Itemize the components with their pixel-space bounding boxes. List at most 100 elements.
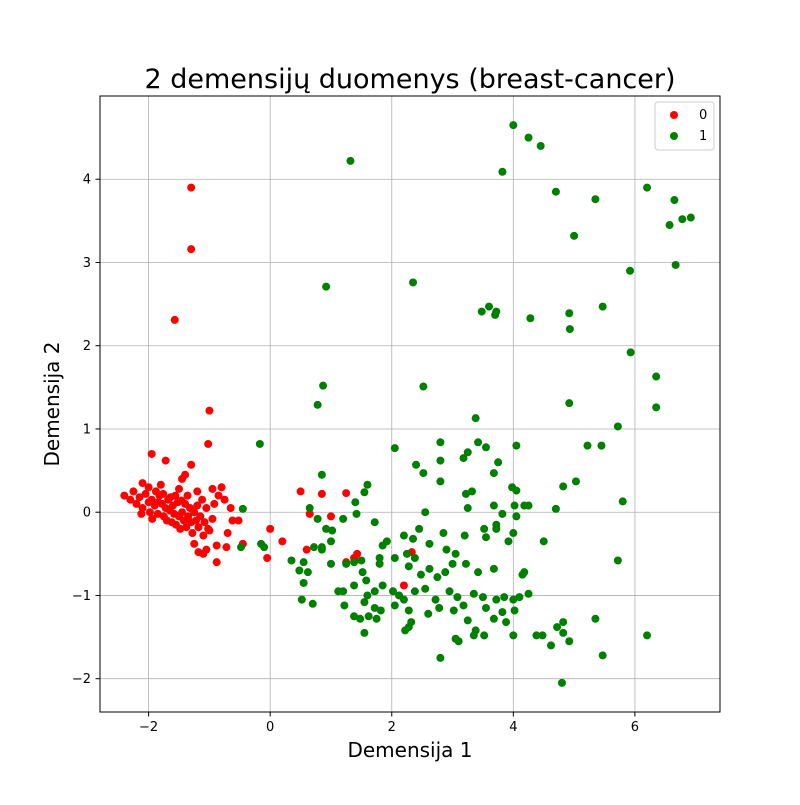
data-point-series-1 xyxy=(481,603,490,612)
legend-marker-0 xyxy=(670,111,678,119)
data-point-series-1 xyxy=(481,533,490,542)
data-point-series-1 xyxy=(478,593,487,602)
legend-marker-1 xyxy=(670,132,678,140)
data-point-series-1 xyxy=(342,559,351,568)
data-point-series-1 xyxy=(378,581,387,590)
data-point-series-1 xyxy=(643,183,652,192)
data-point-series-0 xyxy=(190,539,199,548)
data-point-series-1 xyxy=(591,614,600,623)
data-point-series-1 xyxy=(559,618,568,627)
data-point-series-1 xyxy=(436,438,445,447)
data-point-series-0 xyxy=(159,489,168,498)
data-point-series-1 xyxy=(305,504,314,513)
data-point-series-1 xyxy=(390,444,399,453)
data-point-series-0 xyxy=(151,487,160,496)
data-point-series-1 xyxy=(469,631,478,640)
data-point-series-0 xyxy=(212,541,221,550)
axis-ticks: −2 0 2 4 6 −2 −1 0 1 2 3 4 xyxy=(72,173,639,735)
data-point-series-1 xyxy=(328,526,337,535)
data-point-series-1 xyxy=(670,196,679,205)
x-tick-label: 2 xyxy=(388,720,396,735)
data-points xyxy=(120,121,695,687)
data-point-series-0 xyxy=(222,543,231,552)
data-point-series-1 xyxy=(598,302,607,311)
data-point-series-1 xyxy=(425,564,434,573)
data-point-series-0 xyxy=(147,449,156,458)
data-point-series-1 xyxy=(557,678,566,687)
data-point-series-1 xyxy=(326,559,335,568)
data-point-series-1 xyxy=(461,489,470,498)
data-point-series-1 xyxy=(463,448,472,457)
data-point-series-1 xyxy=(287,556,296,565)
data-point-series-1 xyxy=(510,501,519,510)
data-point-series-1 xyxy=(375,554,384,562)
data-point-series-1 xyxy=(299,558,308,567)
data-point-series-1 xyxy=(317,470,326,479)
data-point-series-0 xyxy=(208,514,217,523)
data-point-series-1 xyxy=(500,593,509,602)
data-point-series-1 xyxy=(370,518,379,527)
data-point-series-0 xyxy=(193,487,202,496)
data-point-series-1 xyxy=(415,524,424,533)
data-point-series-1 xyxy=(551,504,560,513)
data-point-series-0 xyxy=(199,531,208,540)
data-point-series-0 xyxy=(156,480,165,489)
data-point-series-1 xyxy=(643,631,652,640)
legend-label-1: 1 xyxy=(699,129,707,144)
data-point-series-1 xyxy=(352,509,361,518)
data-point-series-1 xyxy=(460,531,469,540)
data-point-series-1 xyxy=(237,543,246,552)
data-point-series-1 xyxy=(255,439,264,448)
data-point-series-0 xyxy=(177,496,186,505)
data-point-series-1 xyxy=(474,438,483,447)
data-point-series-0 xyxy=(193,501,202,510)
data-point-series-1 xyxy=(409,278,418,287)
data-point-series-1 xyxy=(498,608,507,617)
data-point-series-1 xyxy=(370,587,379,596)
data-point-series-1 xyxy=(489,501,498,510)
data-point-series-1 xyxy=(553,623,562,632)
data-point-series-1 xyxy=(390,554,399,562)
data-point-series-1 xyxy=(559,482,568,491)
data-point-series-1 xyxy=(419,382,428,391)
data-point-series-0 xyxy=(205,406,214,415)
data-point-series-0 xyxy=(196,512,205,521)
data-point-series-1 xyxy=(515,593,524,602)
data-point-series-1 xyxy=(526,314,535,323)
data-point-series-1 xyxy=(459,454,468,463)
data-point-series-0 xyxy=(263,554,272,562)
data-point-series-0 xyxy=(217,483,226,492)
y-tick-label: 3 xyxy=(83,256,91,271)
data-point-series-1 xyxy=(424,609,433,618)
data-point-series-0 xyxy=(135,493,144,502)
data-point-series-0 xyxy=(234,516,243,525)
data-point-series-1 xyxy=(518,570,527,579)
data-point-series-1 xyxy=(538,631,547,640)
data-point-series-1 xyxy=(372,614,381,623)
data-point-series-1 xyxy=(313,514,322,523)
data-point-series-1 xyxy=(404,606,413,615)
data-point-series-1 xyxy=(469,589,478,598)
data-point-series-1 xyxy=(297,595,306,604)
data-point-series-1 xyxy=(260,543,269,552)
data-point-series-1 xyxy=(524,133,533,142)
data-point-series-0 xyxy=(120,491,129,500)
y-tick-label: 0 xyxy=(83,506,91,521)
grid-lines xyxy=(100,96,720,712)
data-point-series-1 xyxy=(303,568,312,577)
data-point-series-0 xyxy=(317,489,326,498)
data-point-series-1 xyxy=(491,310,500,319)
data-point-series-0 xyxy=(178,474,187,483)
data-point-series-1 xyxy=(357,556,366,565)
data-point-series-1 xyxy=(360,488,369,497)
data-point-series-1 xyxy=(494,458,503,467)
data-point-series-0 xyxy=(220,495,229,504)
data-point-series-0 xyxy=(126,495,135,504)
data-point-series-1 xyxy=(489,469,498,478)
data-point-series-1 xyxy=(626,348,635,357)
x-tick-label: 4 xyxy=(509,720,517,735)
data-point-series-0 xyxy=(223,529,232,538)
data-point-series-1 xyxy=(295,566,304,575)
data-point-series-1 xyxy=(351,498,360,507)
data-point-series-1 xyxy=(453,593,462,602)
